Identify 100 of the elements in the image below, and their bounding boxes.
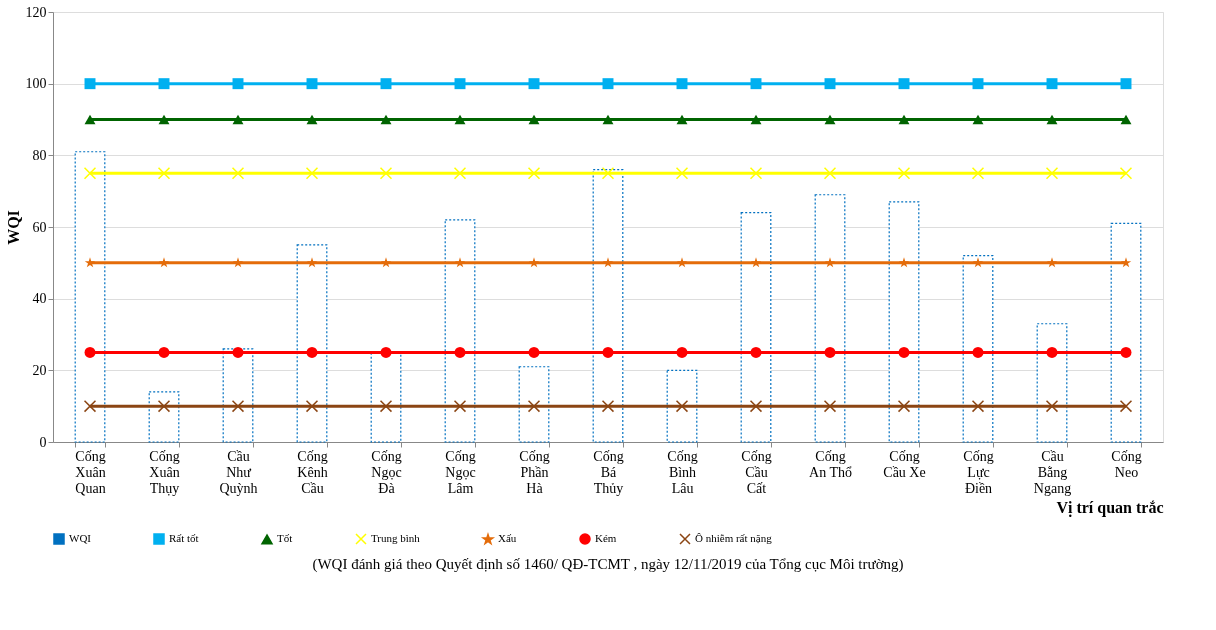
point xyxy=(84,114,96,125)
point xyxy=(1045,167,1059,180)
legend-label: Trung bình xyxy=(371,532,421,544)
y-tick-label: 100 xyxy=(25,76,47,92)
x-tick-label: Cống Ngọc Đà xyxy=(371,448,402,496)
x-tick-label: Cống Ngọc Lâm xyxy=(445,448,476,496)
legend-label: Ô nhiễm rất nặng xyxy=(695,532,773,544)
point xyxy=(601,399,615,413)
point xyxy=(158,114,170,125)
point xyxy=(306,346,318,358)
x-tick-label: Cống Xuân Quan xyxy=(75,448,106,496)
point xyxy=(232,257,244,268)
y-tick-label: 60 xyxy=(32,219,47,235)
point xyxy=(1120,114,1132,125)
point xyxy=(157,399,171,413)
point xyxy=(824,114,836,125)
point xyxy=(676,346,688,358)
point xyxy=(232,114,244,125)
y-tick-label: 0 xyxy=(39,434,47,450)
point xyxy=(972,78,984,90)
point xyxy=(305,167,319,180)
legend-label: Xấu xyxy=(498,532,517,545)
point xyxy=(454,78,466,90)
point xyxy=(232,78,244,90)
point xyxy=(971,167,985,180)
point xyxy=(676,114,688,125)
point xyxy=(749,167,763,180)
point xyxy=(528,114,540,125)
point xyxy=(676,78,688,90)
x-tick-label: Cống Cầu Xe xyxy=(883,448,926,480)
y-tick-label: 120 xyxy=(25,4,47,20)
point xyxy=(380,114,392,125)
point xyxy=(898,257,910,268)
point xyxy=(527,167,541,180)
point xyxy=(750,114,762,125)
y-tick-label: 40 xyxy=(32,291,47,307)
x-tick-label: Cống Cầu Cất xyxy=(741,448,772,496)
y-axis-title: WQI xyxy=(4,210,22,245)
point xyxy=(675,167,689,180)
point xyxy=(453,399,467,413)
x-tick-label: Cống Bình Lâu xyxy=(667,448,698,496)
point xyxy=(158,346,170,358)
point xyxy=(380,78,392,90)
point xyxy=(1119,399,1133,413)
point xyxy=(898,78,910,90)
point xyxy=(83,399,97,413)
point xyxy=(1045,399,1059,413)
point xyxy=(379,399,393,413)
point xyxy=(602,114,614,125)
point xyxy=(1119,167,1133,180)
point xyxy=(898,114,910,125)
point xyxy=(824,346,836,358)
point xyxy=(232,346,244,358)
point xyxy=(824,78,836,90)
point xyxy=(972,257,984,268)
point xyxy=(898,346,910,358)
legend-label: Rất tốt xyxy=(169,532,199,544)
point xyxy=(528,257,540,268)
point xyxy=(1046,114,1058,125)
x-tick-label: Cầu Bằng Ngang xyxy=(1033,448,1072,496)
point xyxy=(897,399,911,413)
legend-label: Tốt xyxy=(277,532,293,545)
x-axis-title: Vị trí quan trắc xyxy=(1056,498,1164,517)
text: (WQI đánh giá theo Quyết định số 1460/ QĐ-TCMT , ngày 12/11/2019 của Tổng cục Môi trường) xyxy=(312,556,904,573)
point xyxy=(84,257,96,268)
point xyxy=(750,78,762,90)
x-tick-label: Cống Kênh Cầu xyxy=(297,448,328,496)
x-tick-label: Cống Xuân Thụy xyxy=(149,448,180,496)
point xyxy=(1120,257,1132,268)
point xyxy=(306,78,318,90)
point xyxy=(1046,78,1058,90)
point xyxy=(1120,346,1132,358)
point xyxy=(824,257,836,268)
point xyxy=(158,78,170,90)
point xyxy=(602,257,614,268)
x-tick-label: Cầu Như Quỳnh xyxy=(219,448,258,496)
y-tick-label: 80 xyxy=(32,147,47,163)
y-tick-label: 20 xyxy=(32,362,47,378)
point xyxy=(972,346,984,358)
point xyxy=(454,346,466,358)
point xyxy=(528,346,540,358)
point xyxy=(601,167,615,180)
point xyxy=(379,167,393,180)
x-tick-label: Cống Neo xyxy=(1111,448,1142,480)
legend-label: WQI xyxy=(69,532,92,544)
point xyxy=(84,78,96,90)
point xyxy=(750,257,762,268)
point xyxy=(971,399,985,413)
point xyxy=(84,346,96,358)
point xyxy=(454,114,466,125)
point xyxy=(1046,346,1058,358)
x-tick-label: Cống Lực Điền xyxy=(963,448,994,496)
point xyxy=(158,257,170,268)
x-tick-label: Cống Bá Thủy xyxy=(593,448,624,496)
point xyxy=(1046,257,1058,268)
point xyxy=(750,346,762,358)
point xyxy=(823,167,837,180)
x-tick-label: Cống Phần Hà xyxy=(519,448,550,496)
point xyxy=(823,399,837,413)
point xyxy=(454,257,466,268)
